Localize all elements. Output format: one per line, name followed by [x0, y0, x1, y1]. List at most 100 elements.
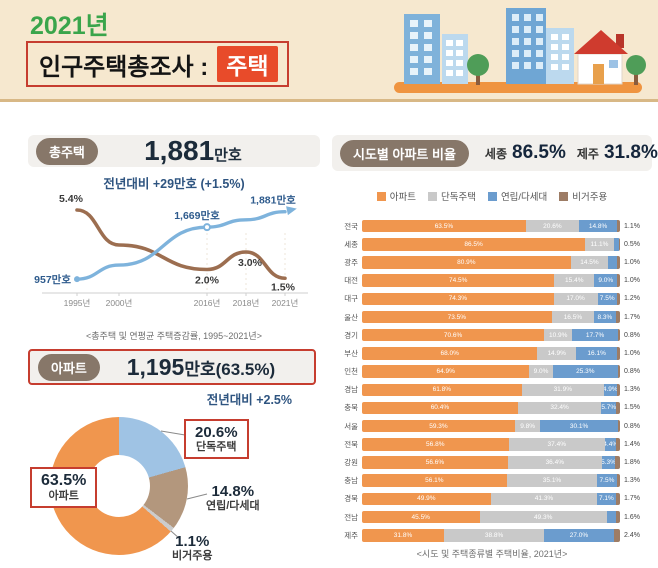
legend-label: 단독주택	[440, 192, 476, 203]
tree-icon	[626, 55, 646, 85]
bar-segment	[615, 510, 620, 524]
building-icon	[506, 8, 546, 84]
bar-category-label: 경남	[344, 385, 358, 395]
header-title-highlight: 주택	[217, 46, 278, 82]
header-banner: 2021년 인구주택총조사 : 주택	[0, 0, 658, 102]
bar-outer-value: 1.0%	[624, 349, 640, 357]
trend-chart: 1995년 2000년 2016년 2018년 2021년 5.4% 2.0% 3.0% 1.5…	[34, 193, 308, 308]
bar-segment: 36.4%	[507, 456, 602, 469]
bar-segment: 14.5%	[570, 256, 609, 269]
bar-segment: 60.4%	[362, 401, 518, 415]
bar-segment: 74.5%	[362, 274, 555, 287]
bar-segment: 4.9%	[603, 383, 617, 397]
bar-segment: 63.5%	[362, 219, 526, 233]
total-housing-label: 1,669만호	[174, 209, 220, 222]
bar-segment: 70.6%	[362, 328, 545, 342]
bar-segment: 49.9%	[362, 492, 491, 506]
bar-track: 56.6% 36.4% 5.3%	[362, 456, 620, 469]
total-housing-header: 총주택 1,881만호	[28, 135, 320, 167]
bar-segment: 41.3%	[490, 492, 598, 506]
bar-outer-value: 1.5%	[624, 404, 640, 412]
bar-outer-value: 1.0%	[624, 258, 640, 266]
total-housing-line	[75, 209, 287, 281]
bar-segment	[618, 238, 620, 251]
bar-outer-value: 1.3%	[624, 386, 640, 394]
x-tick-label: 1995년	[64, 298, 91, 308]
bar-segment	[616, 292, 620, 306]
bar-segment	[617, 347, 620, 360]
tree-icon	[467, 54, 489, 85]
bar-track: 70.6% 10.9% 17.7%	[362, 328, 620, 342]
bar-outer-value: 1.6%	[624, 513, 640, 521]
bar-segment: 9.8%	[514, 419, 541, 433]
legend-label: 아파트	[389, 192, 416, 203]
bar-segment: 31.9%	[521, 383, 604, 397]
bar-segment: 38.8%	[444, 529, 545, 542]
bar-track: 63.5% 20.6% 14.8%	[362, 219, 620, 233]
sido-headline-label-jeju: 제주	[576, 147, 599, 161]
legend-swatch	[376, 191, 386, 201]
bar-outer-value: 1.4%	[624, 440, 640, 448]
total-housing-label: 957만호	[34, 273, 71, 286]
legend-swatch	[559, 191, 569, 201]
bar-row: 울산 73.5% 16.5% 8.3% 1.7%	[332, 308, 652, 326]
legend-item: 아파트	[376, 189, 416, 203]
bar-category-label: 서울	[344, 421, 358, 431]
bar-outer-value: 1.1%	[624, 222, 640, 230]
bar-category-label: 경기	[344, 330, 358, 340]
bar-category-label: 광주	[344, 257, 358, 267]
donut-callout-nonresidential: 1.1% 비거주용	[172, 533, 212, 563]
bar-segment: 17.7%	[572, 328, 618, 342]
header-year: 2021년	[30, 12, 109, 40]
donut-callout-detached: 20.6% 단독주택	[184, 419, 249, 459]
bar-segment: 86.5%	[362, 238, 586, 251]
growth-rate-label: 1.5%	[271, 281, 296, 293]
sido-section: 시도별 아파트 비율 세종 86.5% 제주 31.8% 아파트 단독주택 연립/다…	[332, 135, 658, 568]
donut-hole	[88, 455, 150, 517]
bar-track: 49.9% 41.3% 7.1%	[362, 492, 620, 506]
bar-segment: 27.0%	[544, 529, 614, 542]
bar-segment: 31.8%	[362, 529, 445, 542]
housing-type-donut-section: 20.6% 단독주택 14.8% 연립/다세대 1.1% 비거주용 63.5% …	[28, 407, 320, 568]
bar-segment: 16.1%	[575, 347, 618, 360]
bar-segment: 80.9%	[362, 256, 571, 269]
bar-track: 61.8%31.9%4.9%	[362, 383, 620, 397]
bar-segment	[616, 474, 620, 487]
bar-row: 대구 74.3% 17.0% 7.5% 1.2%	[332, 290, 652, 308]
bar-category-label: 세종	[344, 239, 358, 249]
rowhouse-share-label: 연립/다세대	[206, 500, 260, 513]
bar-segment: 37.4%	[508, 438, 606, 451]
bar-row: 인천 64.9% 9.0% 25.3% 0.8%	[332, 363, 652, 381]
bar-category-label: 경북	[344, 494, 358, 504]
bar-segment	[617, 365, 620, 378]
bar-track: 56.8%37.4%4.4%	[362, 438, 620, 451]
bar-segment: 74.3%	[362, 292, 554, 306]
bar-outer-value: 2.4%	[624, 531, 640, 539]
content: 총주택 1,881만호 전년대비 +29만호 (+1.5%) 1995년 2000…	[28, 135, 658, 568]
bar-segment	[606, 510, 616, 524]
rowhouse-share-value: 14.8%	[211, 483, 255, 500]
donut-callout-apartment: 63.5% 아파트	[30, 467, 98, 509]
bar-category-label: 충남	[344, 476, 358, 486]
bar-segment	[613, 529, 620, 542]
bar-outer-value: 0.8%	[624, 422, 640, 430]
legend-label: 비거주용	[572, 192, 608, 203]
bar-row: 전북 56.8%37.4%4.4% 1.4%	[332, 435, 652, 453]
bar-outer-value: 1.7%	[624, 313, 640, 321]
bar-category-label: 강원	[344, 458, 358, 468]
bar-track: 74.5% 15.4% 9.0%	[362, 274, 620, 287]
bar-track: 86.5% 11.1%	[362, 238, 620, 251]
x-tick-label: 2018년	[233, 298, 260, 308]
bar-row: 부산 68.0% 14.9% 16.1% 1.0%	[332, 344, 652, 362]
bar-row: 제주 31.8% 38.8% 27.0% 2.4%	[332, 526, 652, 544]
building-icon	[546, 28, 574, 84]
trend-caption: <총주택 및 연평균 주택증감률, 1995~2021년>	[86, 331, 262, 341]
bar-category-label: 전남	[344, 512, 358, 522]
bar-segment: 61.8%	[362, 383, 522, 397]
bar-segment	[617, 256, 620, 269]
bar-segment: 15.4%	[554, 274, 595, 287]
bar-row: 경기 70.6% 10.9% 17.7% 0.8%	[332, 326, 652, 344]
ground-strip	[394, 82, 642, 93]
bar-row: 광주 80.9% 14.5% 1.0%	[332, 253, 652, 271]
